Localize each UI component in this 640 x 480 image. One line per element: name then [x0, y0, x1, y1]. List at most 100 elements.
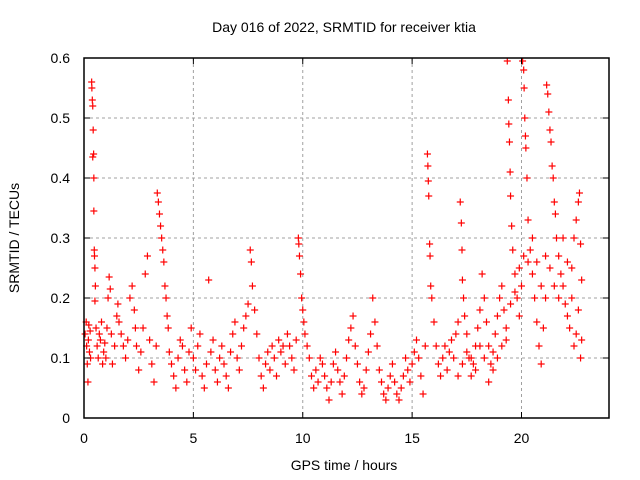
data-point: [90, 150, 98, 158]
data-point: [135, 366, 143, 374]
data-point: [537, 360, 545, 368]
y-tick-label: 0.5: [51, 110, 71, 126]
data-point: [170, 372, 178, 380]
data-point: [295, 240, 303, 248]
data-point: [235, 366, 243, 374]
data-point: [521, 132, 529, 140]
data-point: [297, 270, 305, 278]
data-point: [511, 288, 519, 296]
data-point: [419, 390, 427, 398]
data-point: [515, 264, 523, 272]
data-point: [89, 126, 97, 134]
data-point: [506, 168, 514, 176]
data-point: [521, 114, 529, 122]
data-point: [157, 222, 165, 230]
data-point: [164, 324, 172, 332]
data-point: [561, 300, 569, 308]
data-point: [425, 192, 433, 200]
data-point: [270, 354, 278, 362]
data-point: [133, 342, 140, 350]
data-point: [160, 258, 168, 266]
data-point: [391, 378, 399, 386]
data-point: [321, 372, 329, 380]
data-point: [467, 354, 475, 362]
data-point: [404, 366, 412, 374]
data-point: [531, 294, 539, 302]
y-tick-label: 0.6: [51, 50, 71, 66]
data-point: [286, 342, 294, 350]
data-point: [502, 336, 510, 344]
data-point: [500, 306, 508, 314]
x-tick-label: 0: [80, 430, 88, 446]
data-point: [218, 342, 226, 350]
data-point: [316, 354, 324, 362]
data-point: [426, 252, 434, 260]
data-point: [388, 360, 396, 368]
data-point: [483, 318, 490, 326]
data-point: [421, 342, 429, 350]
data-point: [294, 234, 302, 242]
data-point: [362, 366, 370, 374]
x-axis-label: GPS time / hours: [291, 457, 398, 473]
data-point: [308, 372, 315, 380]
data-point: [85, 348, 93, 356]
data-point: [108, 360, 116, 368]
data-point: [117, 330, 125, 338]
data-point: [162, 294, 170, 302]
data-point: [487, 360, 495, 368]
data-point: [528, 234, 536, 242]
x-tick-label: 20: [514, 430, 530, 446]
data-point: [143, 252, 151, 260]
data-point: [476, 342, 484, 350]
data-point: [428, 294, 436, 302]
data-point: [273, 372, 280, 380]
data-point: [95, 330, 103, 338]
data-point: [290, 366, 298, 374]
data-point: [205, 276, 213, 284]
data-point: [515, 312, 523, 320]
data-point: [299, 306, 307, 314]
data-point: [244, 300, 252, 308]
data-point: [373, 342, 381, 350]
data-point: [364, 348, 372, 356]
data-point: [437, 372, 445, 380]
y-tick-label: 0.1: [51, 350, 71, 366]
data-point: [369, 294, 377, 302]
data-point: [397, 384, 405, 392]
data-point: [574, 198, 582, 206]
data-point: [91, 264, 99, 272]
data-point: [480, 354, 488, 362]
data-point: [557, 270, 565, 278]
data-point: [91, 282, 99, 290]
data-points: [81, 57, 586, 404]
data-point: [480, 294, 488, 302]
data-point: [131, 324, 139, 332]
data-point: [257, 372, 265, 380]
data-point: [351, 342, 359, 350]
data-point: [107, 330, 115, 338]
data-point: [430, 318, 438, 326]
data-point: [511, 270, 519, 278]
data-point: [336, 378, 344, 386]
data-point: [533, 318, 541, 326]
data-point: [467, 372, 475, 380]
data-point: [493, 354, 501, 362]
data-point: [88, 96, 96, 104]
data-point: [154, 198, 162, 206]
data-point: [555, 294, 563, 302]
data-point: [353, 360, 361, 368]
data-point: [332, 348, 340, 356]
data-point: [454, 372, 462, 380]
data-point: [139, 324, 147, 332]
data-point: [454, 318, 462, 326]
data-point: [264, 348, 272, 356]
data-point: [248, 282, 256, 290]
data-point: [375, 366, 383, 374]
data-point: [240, 324, 248, 332]
y-axis-label: SRMTID / TECUs: [6, 183, 22, 293]
data-point: [457, 219, 465, 227]
data-point: [450, 354, 458, 362]
data-point: [439, 354, 447, 362]
data-point: [572, 216, 580, 224]
data-point: [360, 384, 368, 392]
